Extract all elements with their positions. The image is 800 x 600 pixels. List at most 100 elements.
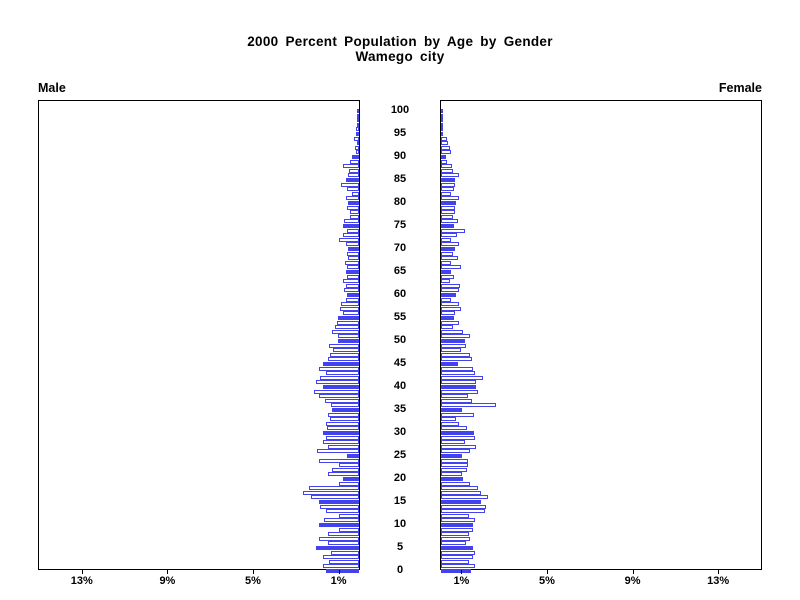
female-bar-age-84 <box>441 182 455 187</box>
male-bar-age-74 <box>347 228 359 233</box>
female-bar-age-19 <box>441 481 470 486</box>
male-bar-age-93 <box>357 141 359 146</box>
male-bar-age-73 <box>343 233 359 238</box>
male-bar-age-62 <box>346 283 359 288</box>
female-bar-age-7 <box>441 536 470 541</box>
female-bar-age-0 <box>441 569 471 573</box>
male-pct-tick-label-1: 1% <box>330 575 347 587</box>
female-bar-age-78 <box>441 210 455 215</box>
male-bar-age-68 <box>348 256 359 261</box>
female-bar-age-89 <box>441 159 447 164</box>
female-bar-age-30 <box>441 431 474 435</box>
male-bar-age-32 <box>326 421 359 426</box>
age-tick-label-25: 25 <box>393 449 407 461</box>
male-bar-age-35 <box>332 408 359 412</box>
female-bar-age-27 <box>441 444 476 449</box>
female-pct-tick-label-9: 9% <box>624 575 641 587</box>
male-bar-age-40 <box>323 385 359 389</box>
male-bar-age-12 <box>339 513 359 518</box>
male-bar-age-50 <box>338 339 359 343</box>
female-bar-age-52 <box>441 329 463 334</box>
female-bar-age-42 <box>441 375 483 380</box>
male-bar-age-99 <box>357 113 359 118</box>
male-bar-age-29 <box>326 435 359 440</box>
male-bar-age-37 <box>325 398 359 403</box>
age-tick-label-35: 35 <box>393 403 407 415</box>
male-panel-label: Male <box>38 81 66 95</box>
male-bar-age-55 <box>338 316 359 320</box>
female-bar-age-20 <box>441 477 463 481</box>
female-bar-age-58 <box>441 302 459 307</box>
chart-title: 2000 Percent Population by Age by Gender <box>247 34 553 49</box>
male-bar-age-70 <box>348 247 359 251</box>
male-bar-age-11 <box>324 518 359 523</box>
male-bar-age-89 <box>350 159 359 164</box>
female-bar-age-26 <box>441 449 470 454</box>
female-pct-tick-label-1: 1% <box>453 575 470 587</box>
male-bar-age-96 <box>356 127 359 132</box>
male-bar-age-56 <box>343 311 359 316</box>
female-bar-age-99 <box>441 113 443 118</box>
age-tick-label-95: 95 <box>393 127 407 139</box>
female-bar-age-80 <box>441 201 456 205</box>
female-bar-age-91 <box>441 150 451 155</box>
female-bar-age-75 <box>441 224 454 228</box>
female-bar-age-14 <box>441 504 486 509</box>
age-tick-label-70: 70 <box>393 242 407 254</box>
male-bar-age-0 <box>326 569 359 573</box>
age-tick-label-45: 45 <box>393 357 407 369</box>
male-bar-age-4 <box>331 550 359 555</box>
female-bar-age-45 <box>441 362 458 366</box>
female-bar-age-2 <box>441 559 469 564</box>
male-bar-age-69 <box>347 251 359 256</box>
female-bar-age-22 <box>441 467 467 472</box>
female-bar-age-47 <box>441 352 470 357</box>
male-bar-age-60 <box>347 293 359 297</box>
male-bar-age-30 <box>323 431 359 435</box>
male-bar-age-9 <box>339 527 359 532</box>
female-bar-age-36 <box>441 403 496 408</box>
female-bar-age-59 <box>441 297 451 302</box>
female-bar-age-88 <box>441 164 452 169</box>
female-bar-age-74 <box>441 228 465 233</box>
female-bar-age-4 <box>441 550 475 555</box>
female-bar-age-61 <box>441 288 459 293</box>
age-tick-label-90: 90 <box>393 150 407 162</box>
male-bar-age-57 <box>340 306 359 311</box>
female-bar-age-12 <box>441 513 469 518</box>
female-bar-age-29 <box>441 435 475 440</box>
female-bar-age-11 <box>441 518 475 523</box>
age-tick-label-60: 60 <box>393 288 407 300</box>
male-bar-age-90 <box>352 155 359 159</box>
female-bar-age-15 <box>441 500 481 504</box>
male-bar-age-98 <box>357 118 359 123</box>
female-bar-age-56 <box>441 311 455 316</box>
female-bar-age-92 <box>441 145 450 150</box>
female-bar-age-76 <box>441 219 458 224</box>
female-bar-age-44 <box>441 366 473 371</box>
age-tick-label-75: 75 <box>393 219 407 231</box>
male-bar-age-54 <box>337 320 359 325</box>
female-bar-age-48 <box>441 348 461 353</box>
female-bar-age-33 <box>441 417 456 422</box>
male-bar-age-63 <box>343 279 359 284</box>
male-bar-age-94 <box>354 136 359 141</box>
female-bar-age-35 <box>441 408 462 412</box>
female-bar-age-94 <box>441 136 447 141</box>
age-tick-label-10: 10 <box>393 518 407 530</box>
female-bar-age-70 <box>441 247 455 251</box>
male-bar-age-31 <box>327 426 359 431</box>
male-bar-age-47 <box>330 352 359 357</box>
male-bar-age-13 <box>326 509 359 514</box>
male-bar-age-15 <box>319 500 359 504</box>
male-bar-age-14 <box>320 504 359 509</box>
male-bar-age-25 <box>347 454 359 458</box>
female-bar-age-5 <box>441 546 473 550</box>
female-bar-age-90 <box>441 155 446 159</box>
male-bar-age-33 <box>330 417 359 422</box>
female-bar-age-21 <box>441 472 462 477</box>
male-bar-age-41 <box>316 380 359 385</box>
female-bar-age-68 <box>441 256 458 261</box>
male-bar-age-48 <box>333 348 359 353</box>
chart-subtitle: Wamego city <box>355 49 445 64</box>
